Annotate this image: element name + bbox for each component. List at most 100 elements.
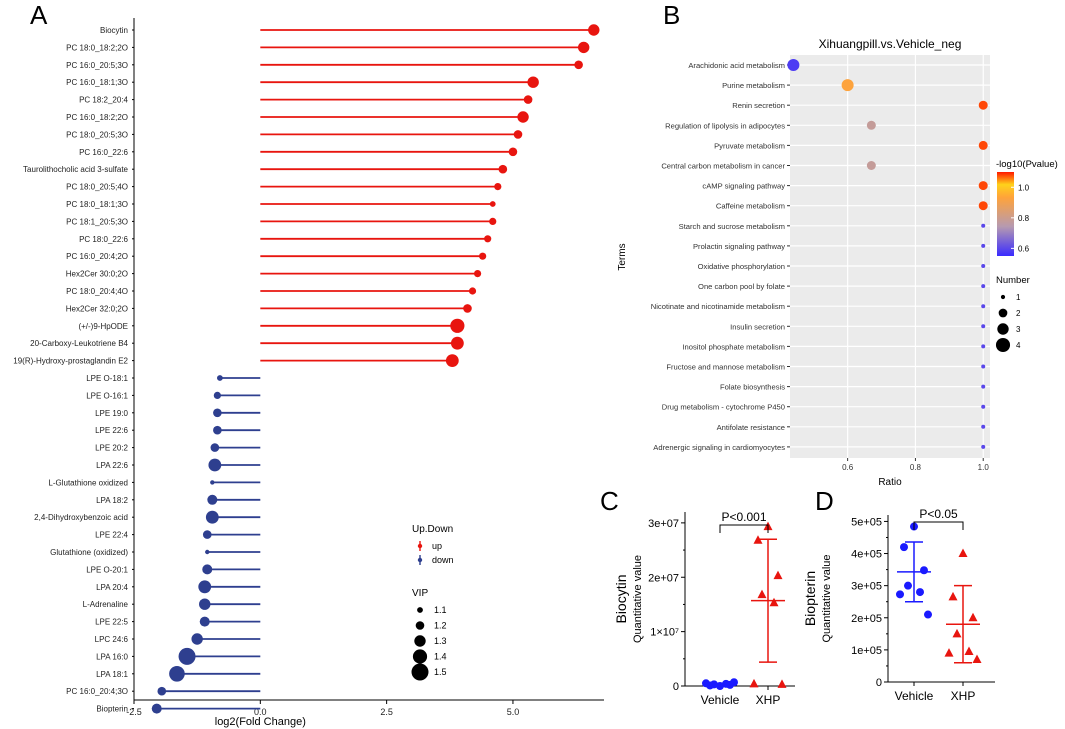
d-data-point: [916, 588, 924, 597]
b-term-label: Regulation of lipolysis in adipocytes: [665, 121, 785, 130]
b-x-axis-label: Ratio: [878, 477, 902, 488]
b-term-dot: [981, 384, 986, 389]
b-term-label: Caffeine metabolism: [716, 202, 785, 211]
a-lollipop-dot: [207, 494, 218, 505]
a-metabolite-label: PC 18:2_20:4: [79, 96, 128, 105]
b-x-tick-label: 0.6: [842, 463, 854, 472]
a-legend-vip-label: 1.4: [434, 652, 447, 662]
b-term-label: Antifolate resistance: [717, 423, 785, 432]
a-lollipop-dot: [216, 375, 223, 381]
b-term-label: Folate biosynthesis: [720, 383, 785, 392]
d-data-point: [972, 654, 982, 664]
c-data-point: [753, 535, 763, 544]
a-metabolite-label: PC 18:0_20:5;3O: [66, 130, 128, 139]
a-lollipop-dot: [494, 183, 502, 191]
a-lollipop-dot: [210, 443, 220, 452]
b-term-dot: [981, 264, 986, 268]
a-lollipop-dot: [463, 304, 472, 313]
d-y-tick-label: 4e+05: [851, 549, 882, 561]
a-lollipop-dot: [445, 354, 459, 367]
a-lollipop-dot: [213, 425, 222, 435]
d-data-point: [920, 566, 928, 575]
b-y-axis-label: Terms: [617, 243, 628, 270]
b-colorbar-tick-label: 0.8: [1018, 214, 1030, 223]
a-lollipop-dot: [508, 147, 518, 157]
b-size-legend-dot: [1000, 294, 1006, 300]
a-x-axis-label: log2(Fold Change): [215, 716, 306, 728]
d-data-point: [958, 548, 968, 558]
b-term-label: One carbon pool by folate: [698, 282, 785, 291]
b-term-dot: [981, 304, 986, 309]
b-size-legend-dot: [997, 323, 1009, 335]
a-lollipop-dot: [498, 164, 508, 174]
a-metabolite-label: L-Glutathione oxidized: [48, 478, 128, 487]
panel-label-a: A: [30, 0, 48, 30]
b-size-legend-label: 3: [1016, 325, 1021, 334]
b-term-dot: [981, 444, 986, 449]
a-lollipop-dot: [574, 60, 583, 70]
a-metabolite-label: LPE 19:0: [95, 409, 128, 418]
c-y-tick-label: 3e+07: [648, 518, 679, 530]
a-metabolite-label: LPE 22:6: [95, 426, 128, 435]
a-metabolite-label: Taurolithocholic acid 3-sulfate: [23, 165, 128, 174]
c-data-point: [757, 589, 767, 599]
b-term-dot: [978, 201, 988, 211]
a-metabolite-label: PC 18:1_20:5;3O: [66, 217, 128, 226]
a-lollipop-dot: [178, 647, 196, 665]
d-y-label-sub: Quantitative value: [821, 554, 833, 642]
d-data-point: [896, 590, 904, 599]
c-y-tick-label: 1×10⁷: [650, 627, 679, 639]
a-metabolite-label: LPA 20:4: [96, 583, 128, 592]
b-colorbar-tick-label: 1.0: [1018, 183, 1030, 192]
b-term-dot: [981, 223, 986, 228]
a-legend-updown-label: up: [432, 541, 442, 551]
a-metabolite-label: PC 18:0_18:1;3O: [66, 200, 128, 209]
a-legend-vip-dot: [412, 649, 428, 664]
a-metabolite-label: LPA 18:2: [96, 496, 128, 505]
a-lollipop-dot: [191, 633, 203, 645]
d-x-tick-label: XHP: [951, 689, 976, 703]
c-x-tick-label: XHP: [756, 693, 781, 707]
b-x-tick-label: 1.0: [978, 463, 990, 472]
b-colorbar-tick-label: 0.6: [1018, 244, 1030, 253]
a-lollipop-dot: [479, 252, 487, 260]
a-metabolite-label: LPE 20:2: [95, 444, 128, 453]
a-metabolite-label: PC 18:0_18:2;2O: [66, 43, 128, 52]
c-data-point: [769, 597, 779, 607]
b-term-label: Arachidonic acid metabolism: [688, 61, 785, 70]
a-lollipop-dot: [523, 95, 533, 104]
a-metabolite-label: 20-Carboxy-Leukotriene B4: [30, 339, 128, 348]
c-data-point: [710, 680, 718, 689]
a-lollipop-dot: [513, 130, 523, 139]
a-metabolite-label: LPE 22:4: [95, 531, 128, 540]
a-metabolite-label: PC 16:0_22:6: [79, 148, 128, 157]
b-x-tick-label: 0.8: [910, 463, 922, 472]
a-lollipop-dot: [450, 318, 465, 333]
b-term-label: Starch and sucrose metabolism: [679, 222, 785, 231]
d-y-tick-label: 0: [876, 677, 882, 689]
c-data-point: [730, 678, 738, 687]
a-legend-vip-label: 1.5: [434, 667, 447, 677]
a-x-tick-label: 5.0: [507, 707, 520, 717]
b-term-label: Inositol phosphate metabolism: [682, 342, 785, 351]
a-legend-key-dot: [417, 557, 423, 563]
panel-label-c: C: [600, 486, 619, 516]
d-y-tick-label: 1e+05: [851, 645, 882, 657]
a-metabolite-label: PC 16:0_18:2;2O: [66, 113, 128, 122]
b-plot-background: [790, 55, 990, 458]
c-x-tick-label: Vehicle: [701, 693, 740, 707]
a-metabolite-label: PC 18:0_22:6: [79, 235, 128, 244]
a-legend-vip-label: 1.1: [434, 605, 447, 615]
d-x-tick-label: Vehicle: [895, 689, 934, 703]
a-legend-vip-dot: [417, 607, 423, 613]
b-term-dot: [866, 161, 876, 170]
a-lollipop-dot: [205, 549, 210, 555]
a-lollipop-dot: [588, 24, 600, 36]
a-lollipop-dot: [198, 580, 212, 594]
c-y-label-main: Biocytin: [613, 574, 629, 623]
panel-label-d: D: [815, 486, 834, 516]
panel-c-biocytin-dotplot: 0 1×10⁷ 2e+07 3e+07 Biocytin Quantitative val…: [613, 510, 795, 707]
a-lollipop-dot: [473, 270, 482, 278]
d-data-point: [952, 628, 962, 638]
panel-d-biopterin-dotplot: 0 1e+05 2e+05 3e+05 4e+05 5e+05 Biopterin Quant…: [802, 507, 995, 703]
